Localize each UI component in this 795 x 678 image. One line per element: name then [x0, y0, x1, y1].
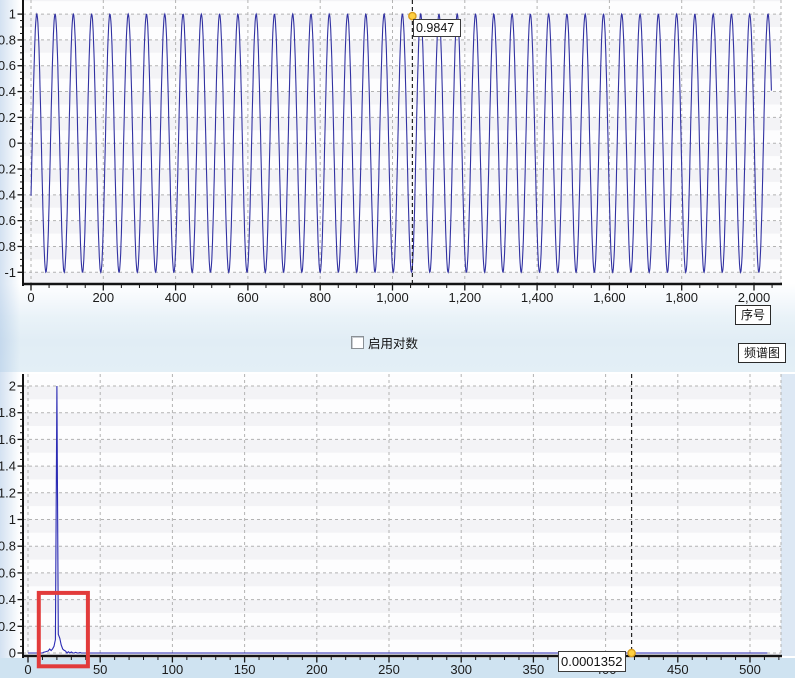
- svg-text:500: 500: [739, 662, 761, 677]
- svg-text:200: 200: [92, 290, 114, 305]
- svg-text:0.8: 0.8: [0, 539, 16, 554]
- svg-text:1.4: 1.4: [0, 459, 16, 474]
- svg-text:-0.8: -0.8: [0, 239, 16, 254]
- spectrum-chart[interactable]: 05010015020025030035040045050000.20.40.6…: [0, 372, 795, 678]
- svg-text:100: 100: [162, 662, 184, 677]
- svg-text:-0.2: -0.2: [0, 162, 16, 177]
- svg-text:1,400: 1,400: [521, 290, 554, 305]
- svg-text:1,600: 1,600: [593, 290, 626, 305]
- svg-text:0.4: 0.4: [0, 84, 16, 99]
- svg-text:300: 300: [450, 662, 472, 677]
- svg-text:1,000: 1,000: [376, 290, 409, 305]
- svg-text:450: 450: [667, 662, 689, 677]
- svg-text:800: 800: [309, 290, 331, 305]
- svg-text:1.6: 1.6: [0, 432, 16, 447]
- svg-text:-0.4: -0.4: [0, 187, 16, 202]
- svg-text:600: 600: [237, 290, 259, 305]
- svg-text:50: 50: [93, 662, 107, 677]
- svg-text:350: 350: [523, 662, 545, 677]
- x-axis-title-box: 序号: [735, 305, 772, 325]
- cursor-value-tooltip-spectrum: 0.0001352: [558, 651, 626, 672]
- svg-text:1: 1: [9, 7, 16, 22]
- enable-log-checkbox[interactable]: 启用对数: [351, 333, 418, 352]
- svg-text:200: 200: [306, 662, 328, 677]
- svg-text:0: 0: [24, 662, 31, 677]
- svg-text:2,000: 2,000: [738, 290, 771, 305]
- svg-text:0.6: 0.6: [0, 565, 16, 580]
- svg-text:1,200: 1,200: [449, 290, 482, 305]
- svg-text:250: 250: [378, 662, 400, 677]
- svg-text:400: 400: [165, 290, 187, 305]
- svg-text:0.2: 0.2: [0, 619, 16, 634]
- svg-text:2: 2: [9, 379, 16, 394]
- cursor-value-tooltip-time: 0.9847: [413, 19, 461, 37]
- time-domain-chart[interactable]: 0 200 400 600 800 1,000 1,200 1,400 1,600 1,800 2,…: [0, 0, 795, 315]
- svg-text:0.6: 0.6: [0, 58, 16, 73]
- svg-text:0.8: 0.8: [0, 32, 16, 47]
- controls-strip: [0, 315, 795, 372]
- svg-text:1.8: 1.8: [0, 405, 16, 420]
- checkbox-unchecked-icon[interactable]: [351, 336, 364, 349]
- svg-text:0: 0: [9, 646, 16, 661]
- svg-text:0: 0: [9, 136, 16, 151]
- svg-text:0.2: 0.2: [0, 110, 16, 125]
- svg-text:1.2: 1.2: [0, 485, 16, 500]
- svg-text:-0.6: -0.6: [0, 213, 16, 228]
- svg-text:1,800: 1,800: [665, 290, 698, 305]
- spectrum-title-box: 频谱图: [738, 343, 787, 363]
- svg-text:150: 150: [234, 662, 256, 677]
- svg-text:0: 0: [27, 290, 34, 305]
- svg-text:1: 1: [9, 512, 16, 527]
- enable-log-label: 启用对数: [368, 337, 419, 351]
- svg-text:0.4: 0.4: [0, 592, 16, 607]
- svg-text:-1: -1: [4, 265, 16, 280]
